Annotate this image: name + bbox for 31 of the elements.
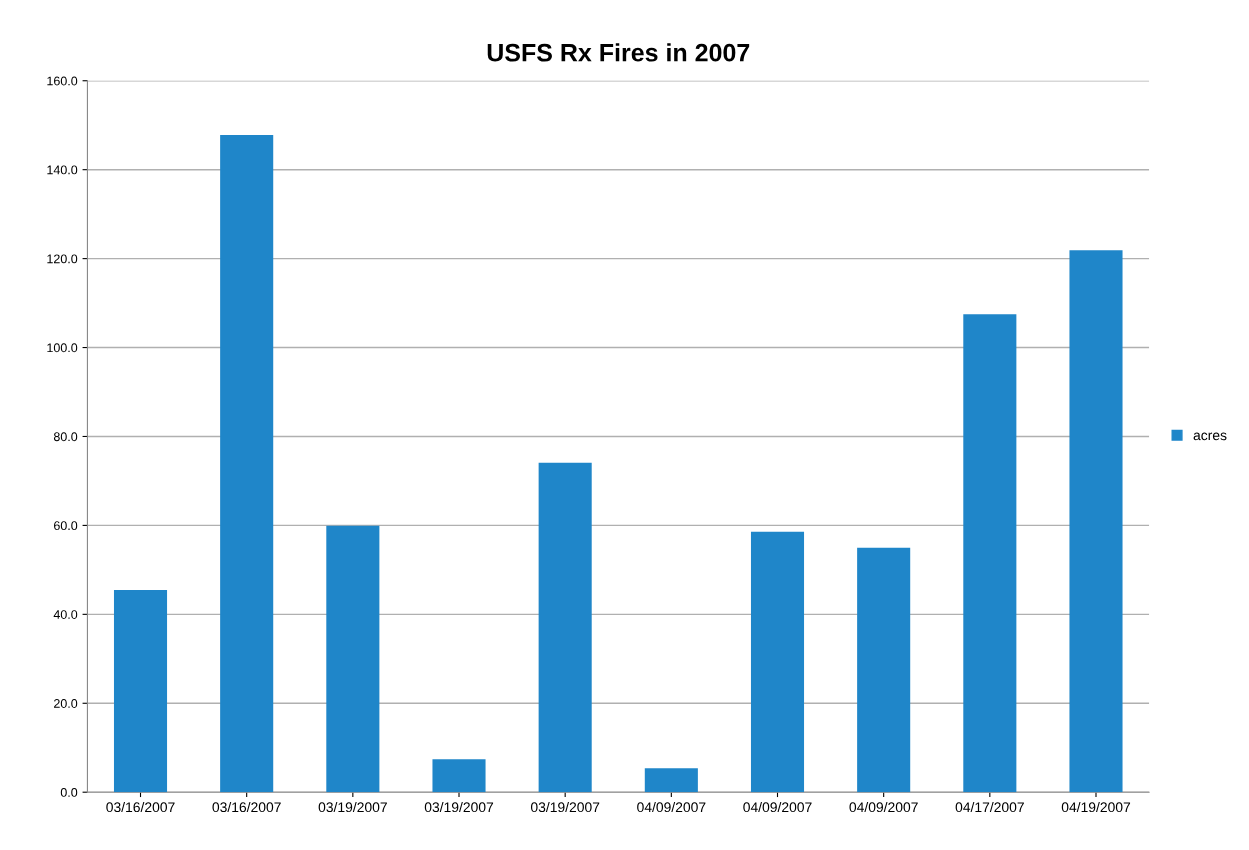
bar	[963, 314, 1017, 793]
x-tick-label: 04/09/2007	[849, 801, 918, 813]
x-tick-label: 04/19/2007	[1061, 801, 1131, 813]
x-tick-label: 04/09/2007	[637, 801, 706, 813]
bar	[220, 135, 274, 793]
bar	[538, 462, 592, 793]
y-tick-label: 0.0	[60, 788, 78, 797]
y-tick-label: 120.0	[47, 254, 78, 264]
y-tick-label: 80.0	[53, 432, 78, 442]
x-tick-label: 03/19/2007	[530, 801, 600, 813]
y-tick-label: 20.0	[54, 699, 78, 708]
y-tick-label: 140.0	[47, 165, 78, 175]
bar	[857, 547, 911, 793]
bar	[750, 531, 805, 793]
x-tick-label: 03/19/2007	[424, 801, 494, 813]
y-tick-label: 40.0	[53, 610, 78, 619]
bar	[326, 525, 380, 793]
chart-title: USFS Rx Fires in 2007	[487, 43, 750, 62]
legend-label: acres	[1193, 432, 1227, 441]
x-tick-label: 03/16/2007	[212, 801, 281, 813]
x-tick-label: 03/19/2007	[318, 801, 387, 813]
x-tick-label: 03/16/2007	[106, 801, 175, 813]
x-tick-label: 04/09/2007	[743, 801, 812, 813]
bar	[644, 768, 698, 793]
y-tick-label: 160.0	[47, 76, 78, 86]
x-tick-label: 04/17/2007	[955, 801, 1024, 813]
y-tick-label: 60.0	[54, 521, 78, 531]
bar	[1069, 250, 1123, 793]
bar	[113, 589, 168, 793]
y-tick-label: 100.0	[47, 343, 78, 353]
bar	[432, 759, 486, 793]
